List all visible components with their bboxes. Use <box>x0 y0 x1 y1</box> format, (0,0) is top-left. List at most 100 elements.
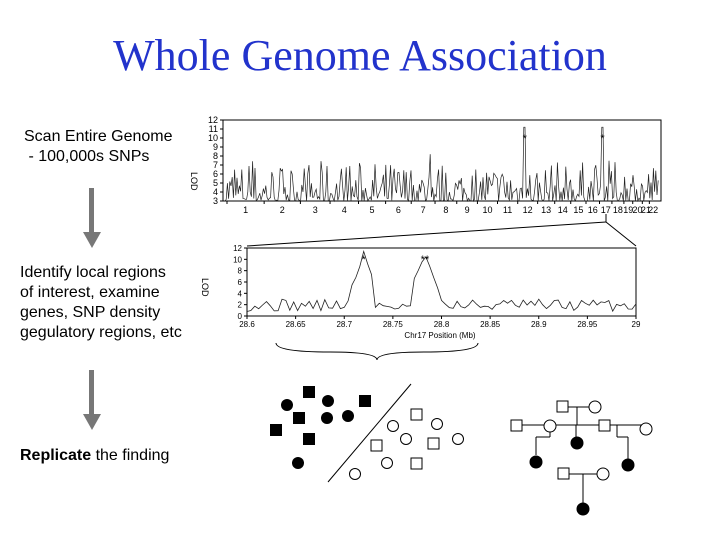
chromosome-label: 21 <box>641 205 651 215</box>
step-identify-text: Identify local regions of interest, exam… <box>20 263 182 343</box>
bottom-ytick-label: 4 <box>238 289 243 298</box>
affected-female <box>570 436 584 450</box>
bottom-ytick-label: 0 <box>238 312 243 321</box>
chromosome-label: 18 <box>613 205 623 215</box>
chromosome-label: 4 <box>342 205 347 215</box>
region-brace <box>275 342 479 361</box>
identify-line-1: Identify local regions <box>20 264 166 281</box>
unaffected-female <box>387 420 399 432</box>
replicate-bold: Replicate <box>20 447 92 464</box>
chromosome-label: 6 <box>396 205 401 215</box>
affected-male <box>303 433 315 445</box>
affected-female <box>576 502 590 516</box>
affected-male <box>270 424 282 436</box>
unaffected-male <box>370 439 383 452</box>
unaffected-female <box>452 433 464 445</box>
affected-male <box>359 395 371 407</box>
affected-female <box>322 395 334 407</box>
top-ytick-label: 7 <box>213 160 218 170</box>
top-ytick-label: 6 <box>213 169 218 179</box>
unaffected-male <box>427 437 440 450</box>
top-ylabel: LOD <box>189 172 199 191</box>
top-ytick-label: 10 <box>208 133 218 143</box>
chromosome-label: 15 <box>573 205 583 215</box>
top-peak-mark: * <box>600 133 605 145</box>
bottom-ytick-label: 8 <box>238 267 243 276</box>
top-ytick-label: 9 <box>213 142 218 152</box>
unaffected-female <box>349 468 361 480</box>
bottom-xtick-label: 28.8 <box>434 320 450 329</box>
bottom-ytick-label: 10 <box>233 255 242 264</box>
top-ytick-label: 4 <box>213 187 218 197</box>
bottom-peak-mark: ** <box>421 254 430 266</box>
scan-line-1: Scan Entire Genome <box>24 128 173 145</box>
affected-female <box>342 410 354 422</box>
chromosome-label: 19 <box>623 205 633 215</box>
chromosome-label: 12 <box>523 205 533 215</box>
unaffected-male <box>410 408 423 421</box>
bottom-xtick-label: 28.65 <box>286 320 307 329</box>
top-ytick-label: 12 <box>208 115 218 125</box>
affected-female <box>321 412 333 424</box>
slide-title: Whole Genome Association <box>113 31 607 80</box>
chromosome-label: 14 <box>558 205 568 215</box>
unaffected-female <box>543 419 557 433</box>
identify-line-4: gegulatory regions, etc <box>20 324 182 341</box>
step-scan-text: Scan Entire Genome - 100,000s SNPs <box>24 127 173 167</box>
chromosome-label: 16 <box>588 205 598 215</box>
top-ytick-label: 5 <box>213 178 218 188</box>
identify-line-3: genes, SNP density <box>20 304 161 321</box>
unaffected-male <box>510 419 523 432</box>
bottom-xtick-label: 28.95 <box>577 320 598 329</box>
bottom-xtick-label: 28.6 <box>239 320 255 329</box>
case-group <box>270 386 371 469</box>
unaffected-female <box>588 400 602 414</box>
chromosome-label: 9 <box>465 205 470 215</box>
case-control-divider <box>327 383 412 483</box>
chromosome-label: 17 <box>601 205 611 215</box>
replicate-rest: the finding <box>91 447 170 464</box>
unaffected-male <box>557 467 570 480</box>
top-ytick-label: 8 <box>213 151 218 161</box>
affected-female <box>529 455 543 469</box>
bottom-xtick-label: 29 <box>632 320 641 329</box>
bottom-ylabel: LOD <box>200 278 210 297</box>
top-ytick-label: 3 <box>213 196 218 206</box>
top-plot-frame <box>222 119 662 202</box>
bottom-ytick-label: 12 <box>233 244 242 253</box>
affected-female <box>281 399 293 411</box>
unaffected-female <box>381 457 393 469</box>
down-arrow-1 <box>83 188 101 248</box>
unaffected-female <box>596 467 610 481</box>
chromosome-label: 20 <box>633 205 643 215</box>
unaffected-female <box>639 422 653 436</box>
chromosome-label: 13 <box>541 205 551 215</box>
affected-male <box>293 412 305 424</box>
chromosome-label: 1 <box>243 205 248 215</box>
chromosome-label: 8 <box>443 205 448 215</box>
top-peak-mark: * <box>523 133 528 145</box>
chromosome-label: 2 <box>280 205 285 215</box>
chromosome-label: 5 <box>370 205 375 215</box>
identify-line-2: of interest, examine <box>20 284 160 301</box>
bottom-xtick-label: 28.75 <box>383 320 404 329</box>
affected-female <box>292 457 304 469</box>
chromosome-label: 10 <box>482 205 492 215</box>
bottom-xtick-label: 28.9 <box>531 320 547 329</box>
unaffected-male <box>598 419 611 432</box>
bottom-lod-trace <box>246 249 637 313</box>
pedigree-1 <box>510 400 653 472</box>
step-replicate-text: Replicate the finding <box>20 446 169 466</box>
chromosome-label: 11 <box>503 205 512 215</box>
bottom-xlabel: Chr17 Position (Mb) <box>404 331 475 340</box>
unaffected-male <box>556 400 569 413</box>
down-arrow-2 <box>83 370 101 430</box>
scan-line-2: - 100,000s SNPs <box>24 148 150 165</box>
bottom-xtick-label: 28.85 <box>480 320 501 329</box>
bottom-peak-mark: * <box>362 254 367 266</box>
top-ytick-label: 11 <box>209 124 218 134</box>
